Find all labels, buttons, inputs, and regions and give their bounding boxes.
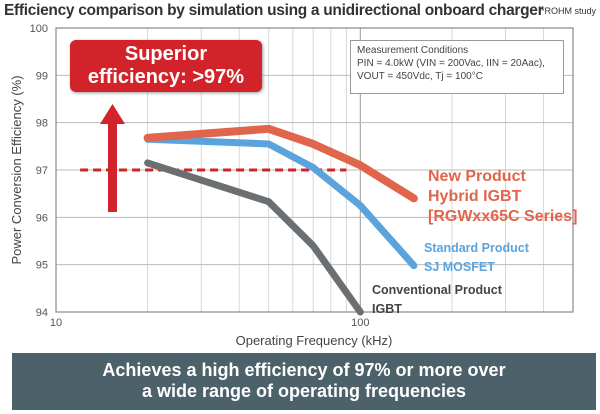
conditions-line2: VOUT = 450Vdc, Tj = 100°C xyxy=(357,71,483,82)
conditions-heading: Measurement Conditions xyxy=(357,45,469,56)
x-tick-label: 10 xyxy=(50,317,62,329)
series-label: New Product xyxy=(428,168,526,185)
source-note: *ROHM study xyxy=(540,6,596,16)
series-labels: New Product Hybrid IGBT [RGWxx65C Series] S… xyxy=(372,168,577,316)
y-tick-label: 99 xyxy=(36,70,48,82)
chart-title: Efficiency comparison by simulation usin… xyxy=(4,2,544,19)
measurement-conditions: Measurement Conditions PIN = 4.0kW (VIN … xyxy=(350,40,564,94)
up-arrow-icon xyxy=(100,104,125,212)
series-line-1 xyxy=(144,135,418,270)
series-label: SJ MOSFET xyxy=(424,260,495,274)
series-label: IGBT xyxy=(372,302,402,316)
series-label: Conventional Product xyxy=(372,283,503,297)
y-tick-label: 94 xyxy=(36,307,48,319)
y-tick-label: 96 xyxy=(36,212,48,224)
callout-line1: Superior xyxy=(124,43,208,65)
series-label: Hybrid IGBT xyxy=(428,188,522,205)
conditions-line1: PIN = 4.0kW (VIN = 200Vac, IIN = 20Aac), xyxy=(357,58,545,69)
y-tick-label: 97 xyxy=(36,165,48,177)
y-axis-label: Power Conversion Efficiency (%) xyxy=(9,75,24,264)
x-axis-label: Operating Frequency (kHz) xyxy=(236,333,393,348)
series-label: Standard Product xyxy=(424,241,530,255)
y-tick-label: 98 xyxy=(36,118,48,130)
summary-banner: Achieves a high efficiency of 97% or mor… xyxy=(12,353,596,410)
x-tick-label: 100 xyxy=(351,317,369,329)
summary-line2: a wide range of operating frequencies xyxy=(141,381,467,401)
callout-box: Superior efficiency: >97% xyxy=(70,40,262,92)
callout-line2: efficiency: >97% xyxy=(87,66,245,88)
y-tick-label: 95 xyxy=(36,260,48,272)
series-line-2 xyxy=(144,159,364,316)
plot-frame xyxy=(55,27,574,313)
summary-line1: Achieves a high efficiency of 97% or mor… xyxy=(102,360,506,380)
y-tick-label: 100 xyxy=(30,23,48,35)
series-label: [RGWxx65C Series] xyxy=(428,208,577,225)
series-lines xyxy=(80,124,418,316)
